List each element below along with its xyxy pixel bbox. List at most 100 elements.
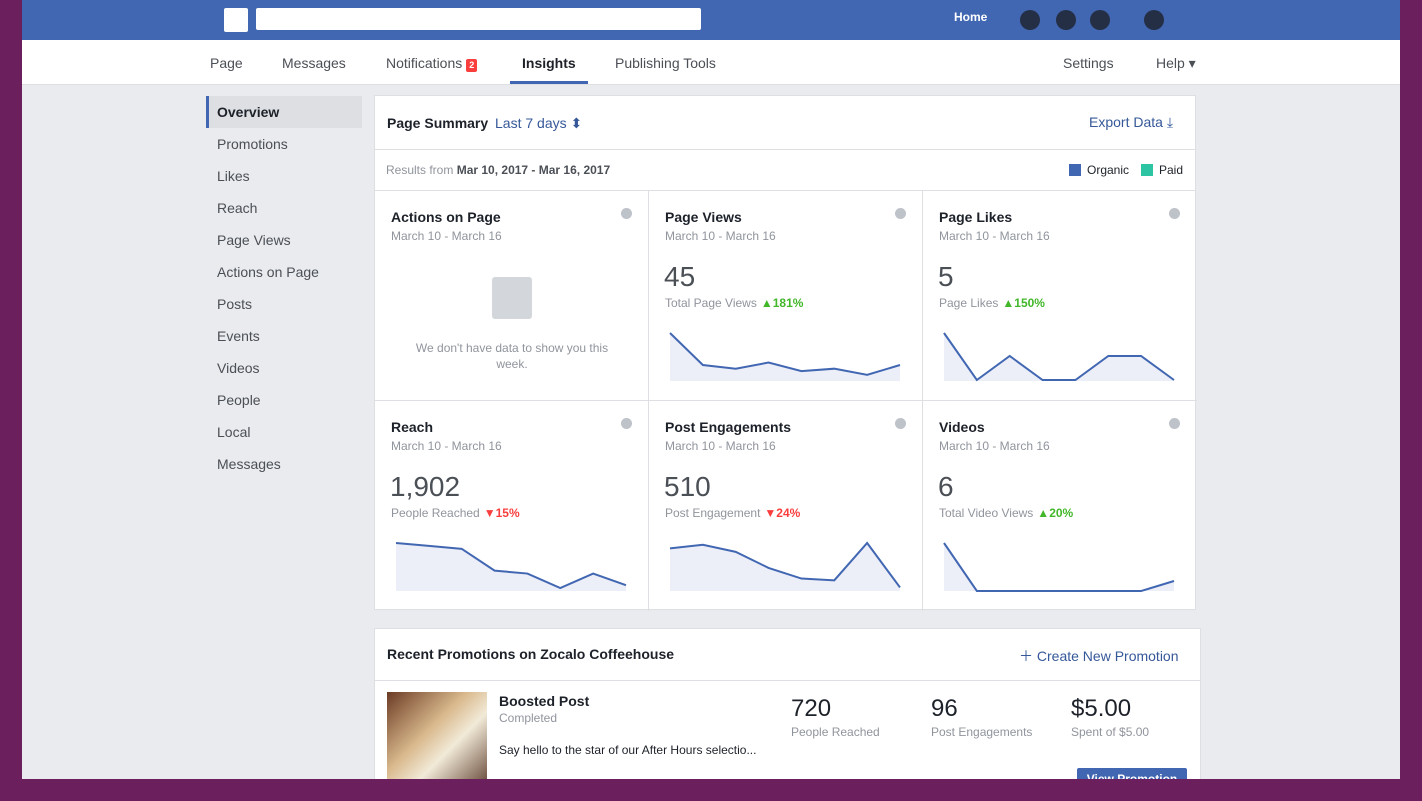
card-title: Page Likes (939, 209, 1013, 225)
app: Home Settings Help ▾ Page Messages Notific… (22, 0, 1400, 779)
nav-tab[interactable]: Page (210, 55, 243, 71)
promotions-title: Recent Promotions on Zocalo Coffeehouse (387, 646, 675, 662)
metric-row: Total Video Views ▲20% (939, 506, 1073, 520)
promotion-text: Say hello to the star of our After Hours… (499, 743, 757, 757)
nav-tab[interactable]: Publishing Tools (615, 55, 716, 71)
card-dates: March 10 - March 16 (391, 439, 502, 453)
divider (375, 680, 1200, 681)
legend-label: Organic (1087, 163, 1130, 177)
sidebar-item[interactable]: Events (217, 328, 260, 344)
info-icon[interactable] (895, 208, 906, 219)
sparkline-area (670, 543, 900, 591)
search-box[interactable] (256, 8, 701, 30)
sidebar-item[interactable]: Messages (217, 456, 281, 472)
metric-value: 1,902 (390, 471, 461, 502)
results-row: Results from Mar 10, 2017 - Mar 16, 2017… (375, 149, 1195, 191)
notifications-icon[interactable] (1090, 10, 1110, 30)
change-value: 15% (495, 506, 520, 520)
page-nav: Settings Help ▾ Page Messages Notification… (22, 40, 1400, 85)
card-title: Videos (939, 419, 985, 435)
stat-label: Spent of $5.00 (1071, 725, 1150, 739)
sparkline-area (944, 333, 1174, 381)
sparkline (669, 541, 901, 591)
sparkline-line (943, 332, 1175, 382)
metric-value: 5 (938, 261, 954, 292)
stat-label: People Reached (791, 725, 880, 739)
card-title: Actions on Page (391, 209, 501, 225)
help-icon[interactable] (1144, 10, 1164, 30)
sparkline (943, 332, 1175, 382)
card-dates: March 10 - March 16 (939, 229, 1050, 243)
info-icon[interactable] (1169, 208, 1180, 219)
sparkline-area (944, 543, 1174, 591)
promotion-type: Boosted Post (499, 693, 590, 709)
sidebar-item[interactable]: Promotions (217, 136, 288, 152)
view-promotion-button[interactable]: View Promotion (1077, 768, 1187, 779)
logo[interactable] (224, 8, 248, 32)
sidebar-item[interactable]: People (217, 392, 261, 408)
post-image (387, 692, 487, 779)
calendar-icon (492, 277, 532, 319)
sparkline-area (396, 543, 626, 591)
top-bar: Home (22, 0, 1400, 40)
metric-change: ▲150% (1002, 296, 1045, 310)
info-icon[interactable] (621, 208, 632, 219)
info-icon[interactable] (1169, 418, 1180, 429)
metric-change: ▼24% (764, 506, 801, 520)
sidebar-item[interactable]: Likes (217, 168, 250, 184)
sidebar-item[interactable]: Local (217, 424, 251, 440)
stat-value: 96 (931, 695, 958, 722)
nav-tab[interactable]: Messages (282, 55, 346, 71)
card-title: Page Views (665, 209, 742, 225)
metric-change: ▲20% (1037, 506, 1074, 520)
card-dates: March 10 - March 16 (939, 439, 1050, 453)
home-link[interactable]: Home (954, 10, 988, 24)
tab-label: Messages (282, 55, 346, 71)
change-value: 20% (1049, 506, 1074, 520)
range-selector[interactable]: Last 7 days ⬍ (495, 115, 583, 131)
sidebar-item[interactable]: Page Views (217, 232, 291, 248)
sidebar-item[interactable]: Videos (217, 360, 260, 376)
info-icon[interactable] (621, 418, 632, 429)
settings-link[interactable]: Settings (1063, 55, 1114, 71)
results-range: Mar 10, 2017 - Mar 16, 2017 (456, 163, 611, 177)
metric-card: Actions on Page March 10 - March 16 We don… (375, 191, 649, 401)
nav-tab[interactable]: Notifications 2 (386, 55, 478, 72)
stat-label: Post Engagements (931, 725, 1033, 739)
active-underline (510, 81, 588, 84)
messages-icon[interactable] (1056, 10, 1076, 30)
nav-tab[interactable]: Insights (522, 55, 576, 71)
card-dates: March 10 - March 16 (665, 229, 776, 243)
notification-badge: 2 (466, 59, 478, 72)
info-icon[interactable] (895, 418, 906, 429)
tab-label: Publishing Tools (615, 55, 716, 71)
range-label: Last 7 days (495, 115, 567, 131)
sidebar-item[interactable]: Posts (217, 296, 253, 312)
metric-card: Page Views March 10 - March 16 45 Total Pag… (649, 191, 923, 401)
results-prefix: Results from (386, 163, 454, 177)
metric-row: People Reached ▼15% (391, 506, 520, 520)
sidebar-item[interactable]: Overview (217, 104, 280, 120)
friends-icon[interactable] (1020, 10, 1040, 30)
promotion-status: Completed (499, 711, 558, 725)
card-dates: March 10 - March 16 (391, 229, 502, 243)
card-dates: March 10 - March 16 (665, 439, 776, 453)
help-link[interactable]: Help ▾ (1156, 55, 1196, 71)
metric-value: 6 (938, 471, 954, 502)
export-button[interactable]: Export Data ⤓ (1089, 114, 1174, 130)
active-item-bg (206, 96, 362, 128)
export-label: Export Data (1089, 114, 1163, 130)
sidebar-item[interactable]: Actions on Page (217, 264, 319, 280)
change-value: 24% (776, 506, 801, 520)
metric-value: 510 (664, 471, 711, 502)
metric-row: Post Engagement ▼24% (665, 506, 800, 520)
page-summary: Page Summary Last 7 days ⬍ Export Data ⤓… (374, 95, 1197, 611)
tab-label: Insights (522, 55, 576, 71)
legend-swatch (1069, 164, 1081, 176)
sparkline (943, 542, 1175, 592)
metric-card: Page Likes March 10 - March 16 5 Page Likes… (923, 191, 1197, 401)
create-promotion[interactable]: ＋ Create New Promotion (1019, 648, 1179, 664)
help-label: Help (1156, 55, 1185, 71)
sidebar-item[interactable]: Reach (217, 200, 258, 216)
